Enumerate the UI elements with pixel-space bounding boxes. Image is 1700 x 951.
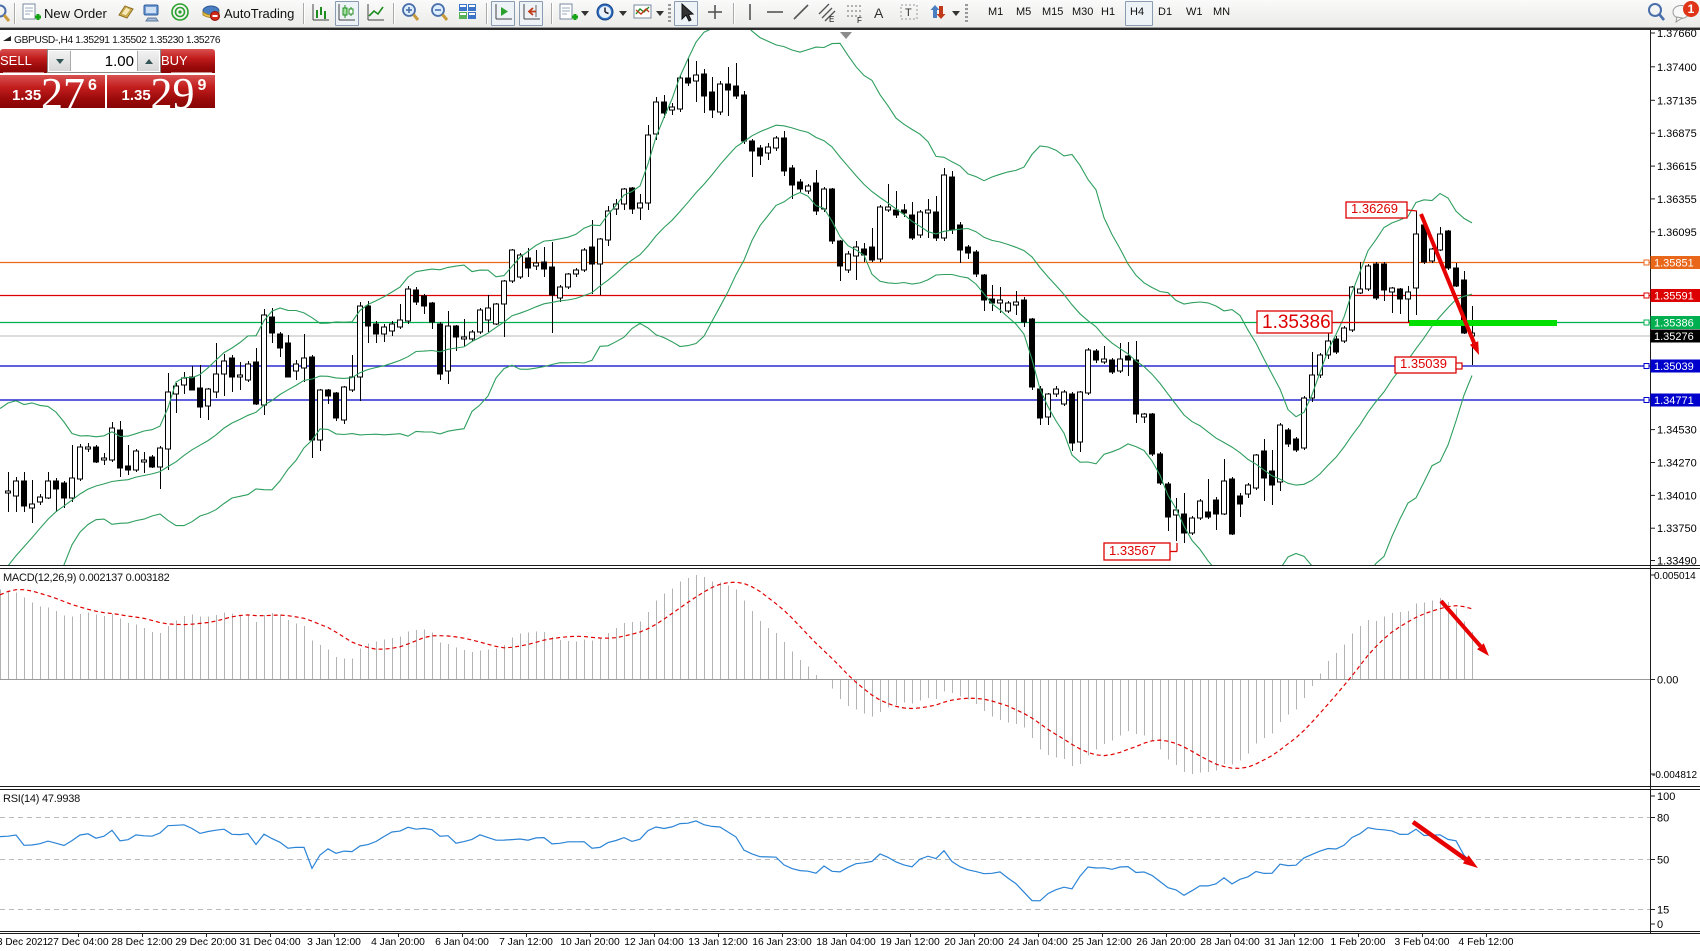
svg-text:1.37400: 1.37400 [1657,62,1697,74]
svg-text:1.37135: 1.37135 [1657,95,1697,107]
svg-text:0.005014: 0.005014 [1654,571,1696,582]
svg-text:4 Feb 12:00: 4 Feb 12:00 [1459,937,1514,948]
svg-text:1.36095: 1.36095 [1657,227,1697,239]
svg-text:50: 50 [1657,855,1669,867]
svg-text:1.34771: 1.34771 [1654,395,1694,407]
svg-text:16 Jan 23:00: 16 Jan 23:00 [752,937,812,948]
svg-text:12 Jan 04:00: 12 Jan 04:00 [624,937,684,948]
svg-text:19 Jan 12:00: 19 Jan 12:00 [880,937,940,948]
svg-text:15: 15 [1657,905,1669,917]
svg-text:1.35851: 1.35851 [1654,258,1694,270]
svg-text:1.35039: 1.35039 [1654,361,1694,373]
svg-text:3 Feb 04:00: 3 Feb 04:00 [1395,937,1450,948]
svg-text:3 Dec 2021: 3 Dec 2021 [0,937,49,948]
svg-text:13 Jan 12:00: 13 Jan 12:00 [688,937,748,948]
svg-text:20 Jan 20:00: 20 Jan 20:00 [944,937,1004,948]
svg-text:-0.004812: -0.004812 [1652,770,1697,781]
svg-text:1.36615: 1.36615 [1657,161,1697,173]
svg-text:3 Jan 12:00: 3 Jan 12:00 [307,937,361,948]
svg-text:RSI(14) 47.9938: RSI(14) 47.9938 [3,793,80,805]
svg-text:E: E [829,15,834,24]
svg-text:6 Jan 04:00: 6 Jan 04:00 [435,937,489,948]
svg-text:1.33567: 1.33567 [1109,543,1156,558]
svg-text:4 Jan 20:00: 4 Jan 20:00 [371,937,425,948]
svg-text:1.34530: 1.34530 [1657,425,1697,437]
svg-text:18 Jan 04:00: 18 Jan 04:00 [816,937,876,948]
svg-text:1.35591: 1.35591 [1654,291,1694,303]
svg-text:T: T [905,7,912,19]
svg-text:1.34010: 1.34010 [1657,490,1697,502]
svg-text:7 Jan 12:00: 7 Jan 12:00 [499,937,553,948]
svg-text:80: 80 [1657,813,1669,825]
svg-text:1.33750: 1.33750 [1657,523,1697,535]
svg-text:GBPUSD-,H4 1.35291 1.35502 1.: GBPUSD-,H4 1.35291 1.35502 1.35230 1.352… [14,35,221,46]
svg-text:1.34270: 1.34270 [1657,458,1697,470]
svg-text:1.36355: 1.36355 [1657,194,1697,206]
svg-text:31 Dec 04:00: 31 Dec 04:00 [239,937,301,948]
svg-text:25 Jan 12:00: 25 Jan 12:00 [1072,937,1132,948]
svg-text:MACD(12,26,9) 0.002137 0.00318: MACD(12,26,9) 0.002137 0.003182 [3,572,170,584]
svg-text:1.37660: 1.37660 [1657,28,1697,40]
svg-text:0: 0 [1657,919,1663,931]
svg-text:1.33490: 1.33490 [1657,556,1697,568]
svg-text:1.36269: 1.36269 [1351,201,1398,216]
svg-text:1.35386: 1.35386 [1654,318,1694,330]
svg-text:29 Dec 20:00: 29 Dec 20:00 [175,937,237,948]
svg-text:24 Jan 04:00: 24 Jan 04:00 [1008,937,1068,948]
svg-text:1 Feb 20:00: 1 Feb 20:00 [1331,937,1386,948]
svg-text:31 Jan 12:00: 31 Jan 12:00 [1264,937,1324,948]
svg-text:27 Dec 04:00: 27 Dec 04:00 [47,937,109,948]
svg-text:1.35276: 1.35276 [1654,331,1694,343]
svg-text:F: F [857,16,862,25]
svg-text:28 Dec 12:00: 28 Dec 12:00 [111,937,173,948]
svg-text:0.00: 0.00 [1657,675,1678,687]
svg-text:1.36875: 1.36875 [1657,128,1697,140]
svg-text:28 Jan 04:00: 28 Jan 04:00 [1200,937,1260,948]
svg-text:1.35039: 1.35039 [1400,356,1447,371]
svg-text:1.35386: 1.35386 [1262,312,1331,333]
svg-text:10 Jan 20:00: 10 Jan 20:00 [560,937,620,948]
svg-text:26 Jan 20:00: 26 Jan 20:00 [1136,937,1196,948]
svg-text:100: 100 [1657,791,1675,803]
